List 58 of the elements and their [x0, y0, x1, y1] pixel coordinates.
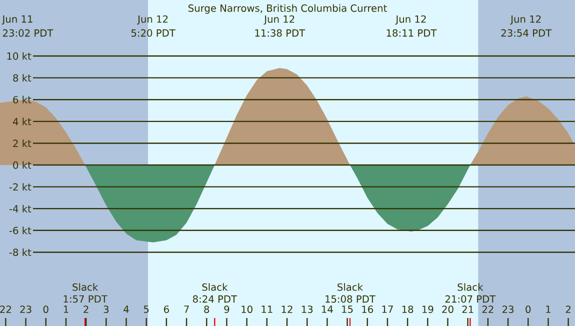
annotation: Jun 12 [395, 15, 426, 25]
x-tick-label: 19 [422, 306, 434, 314]
y-tick-label: 10 kt [7, 52, 32, 60]
x-tick-label: 15 [342, 306, 353, 313]
y-tick-label: -8 kt [9, 248, 32, 256]
x-tick-label: 12 [282, 306, 292, 313]
x-tick-label: 7 [184, 306, 189, 313]
x-tick-label: 14 [322, 306, 333, 313]
y-tick-label: -4 kt [9, 204, 32, 212]
x-tick-label: 8 [204, 306, 210, 314]
x-tick-label: 11 [262, 306, 272, 313]
y-tick-label: -2 kt [9, 183, 32, 191]
annotation: 23:02 PDT [2, 29, 54, 37]
x-tick-label: 10 [242, 306, 252, 314]
x-tick-label: 23 [502, 306, 514, 314]
y-tick-label: 4 kt [12, 118, 32, 126]
annotation: 5:20 PDT [131, 29, 176, 37]
annotation: 15:08 PDT [326, 295, 376, 303]
annotation: 11:38 PDT [255, 29, 306, 37]
x-tick-label: 23 [20, 306, 32, 314]
annotation: Jun 12 [264, 15, 294, 25]
annotation: 21:07 PDT [445, 295, 496, 303]
y-tick-label: 0 kt [13, 161, 32, 169]
annotation: Jun 11 [2, 15, 32, 25]
y-tick-label: -6 kt [9, 226, 32, 234]
annotation: Slack [202, 283, 228, 291]
x-tick-label: 22 [0, 306, 11, 313]
x-tick-label: 5 [144, 306, 149, 313]
x-tick-label: 3 [104, 306, 109, 314]
y-tick-label: 6 kt [13, 96, 32, 104]
annotation: Jun 12 [510, 15, 541, 25]
chart-title: Surge Narrows, British Columbia Current [188, 4, 387, 14]
annotation: Slack [338, 283, 363, 291]
annotation: Slack [72, 283, 98, 291]
annotation: 18:11 PDT [386, 29, 437, 37]
x-tick-label: 6 [164, 306, 169, 314]
x-tick-label: 0 [43, 306, 48, 314]
annotation: Slack [458, 283, 484, 291]
x-tick-label: 16 [362, 306, 374, 314]
x-tick-label: 9 [224, 306, 230, 314]
annotation: 23:54 PDT [501, 29, 552, 37]
x-tick-label: 17 [382, 306, 393, 313]
x-tick-label: 13 [302, 306, 313, 314]
x-tick-label: 20 [442, 306, 454, 314]
x-tick-label: 2 [84, 306, 88, 313]
x-tick-label: 0 [526, 306, 531, 314]
x-tick-label: 1 [64, 306, 68, 313]
annotation: 1:57 PDT [64, 295, 108, 303]
x-tick-label: 1 [546, 306, 550, 313]
x-tick-label: 22 [482, 306, 494, 313]
y-tick-label: 8 kt [13, 74, 32, 82]
x-tick-label: 4 [124, 306, 129, 313]
x-tick-label: 21 [462, 306, 474, 313]
annotation: Jun 12 [137, 15, 168, 25]
annotation: 8:24 PDT [192, 295, 238, 303]
x-tick-label: 18 [402, 306, 414, 314]
x-tick-label: 2 [566, 306, 570, 313]
y-tick-label: 2 kt [13, 139, 32, 147]
